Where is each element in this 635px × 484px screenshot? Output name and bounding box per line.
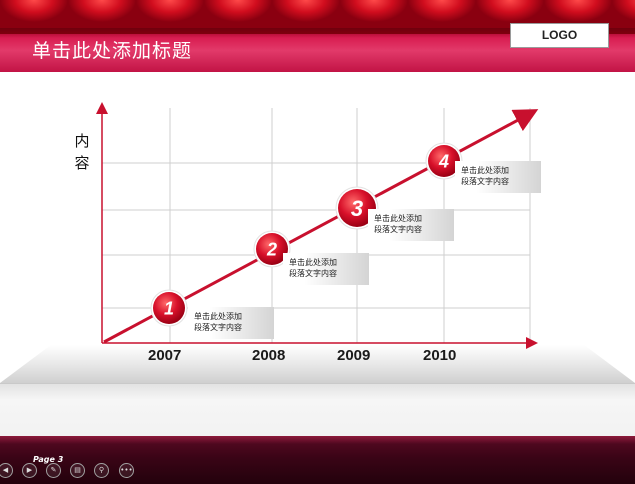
step-text-line2: 段落文字内容 xyxy=(374,225,422,234)
step-text-line1: 单击此处添加 xyxy=(194,312,242,321)
step-text-line2: 段落文字内容 xyxy=(289,269,337,278)
step-marker-4: 4 xyxy=(425,142,463,180)
more-icon[interactable]: ••• xyxy=(119,463,134,478)
pen-icon[interactable]: ✎ xyxy=(46,463,61,478)
next-icon[interactable]: ▶ xyxy=(22,463,37,478)
step-markers: 1 2 3 4 xyxy=(150,142,463,327)
year-label-2008: 2008 xyxy=(252,347,286,364)
step-marker-ball xyxy=(256,233,288,265)
step-text-box-4[interactable]: 单击此处添加 段落文字内容 xyxy=(455,161,541,193)
y-axis-label-line1: 内 xyxy=(74,132,90,150)
step-text-box-1[interactable]: 单击此处添加 段落文字内容 xyxy=(188,307,274,339)
year-label-2010: 2010 xyxy=(423,347,457,364)
step-marker-ball xyxy=(338,189,376,227)
stage-floor xyxy=(0,345,635,383)
prev-icon[interactable]: ◀ xyxy=(0,463,13,478)
step-text-line1: 单击此处添加 xyxy=(461,166,509,175)
footer-glow xyxy=(0,436,635,444)
step-marker-1: 1 xyxy=(150,289,188,327)
axes xyxy=(96,102,538,349)
step-number: 4 xyxy=(438,152,449,172)
year-label-2009: 2009 xyxy=(337,347,371,364)
step-marker-3: 3 xyxy=(335,186,379,230)
step-marker-2: 2 xyxy=(253,230,291,268)
step-number: 3 xyxy=(351,196,363,221)
step-text-line2: 段落文字内容 xyxy=(194,323,242,332)
slides-icon[interactable]: ▤ xyxy=(70,463,85,478)
step-text-box-2[interactable]: 单击此处添加 段落文字内容 xyxy=(283,253,369,285)
step-number: 1 xyxy=(164,299,174,319)
step-text-line1: 单击此处添加 xyxy=(289,258,337,267)
step-text-line2: 段落文字内容 xyxy=(461,177,509,186)
y-axis-label-line2: 容 xyxy=(74,154,90,172)
page-number: Page 3 xyxy=(33,455,64,464)
step-number: 2 xyxy=(266,240,277,260)
step-marker-ball xyxy=(428,145,460,177)
logo: LOGO xyxy=(510,23,609,48)
slide-title[interactable]: 单击此处添加标题 xyxy=(32,40,193,62)
zoom-icon[interactable]: ⚲ xyxy=(94,463,109,478)
step-marker-ball xyxy=(153,292,185,324)
stage-front xyxy=(0,383,635,437)
curtain-shadow xyxy=(0,28,635,38)
step-text-box-3[interactable]: 单击此处添加 段落文字内容 xyxy=(368,209,454,241)
y-axis-label: 内 容 xyxy=(72,130,92,174)
year-label-2007: 2007 xyxy=(148,347,182,364)
step-text-line1: 单击此处添加 xyxy=(374,214,422,223)
